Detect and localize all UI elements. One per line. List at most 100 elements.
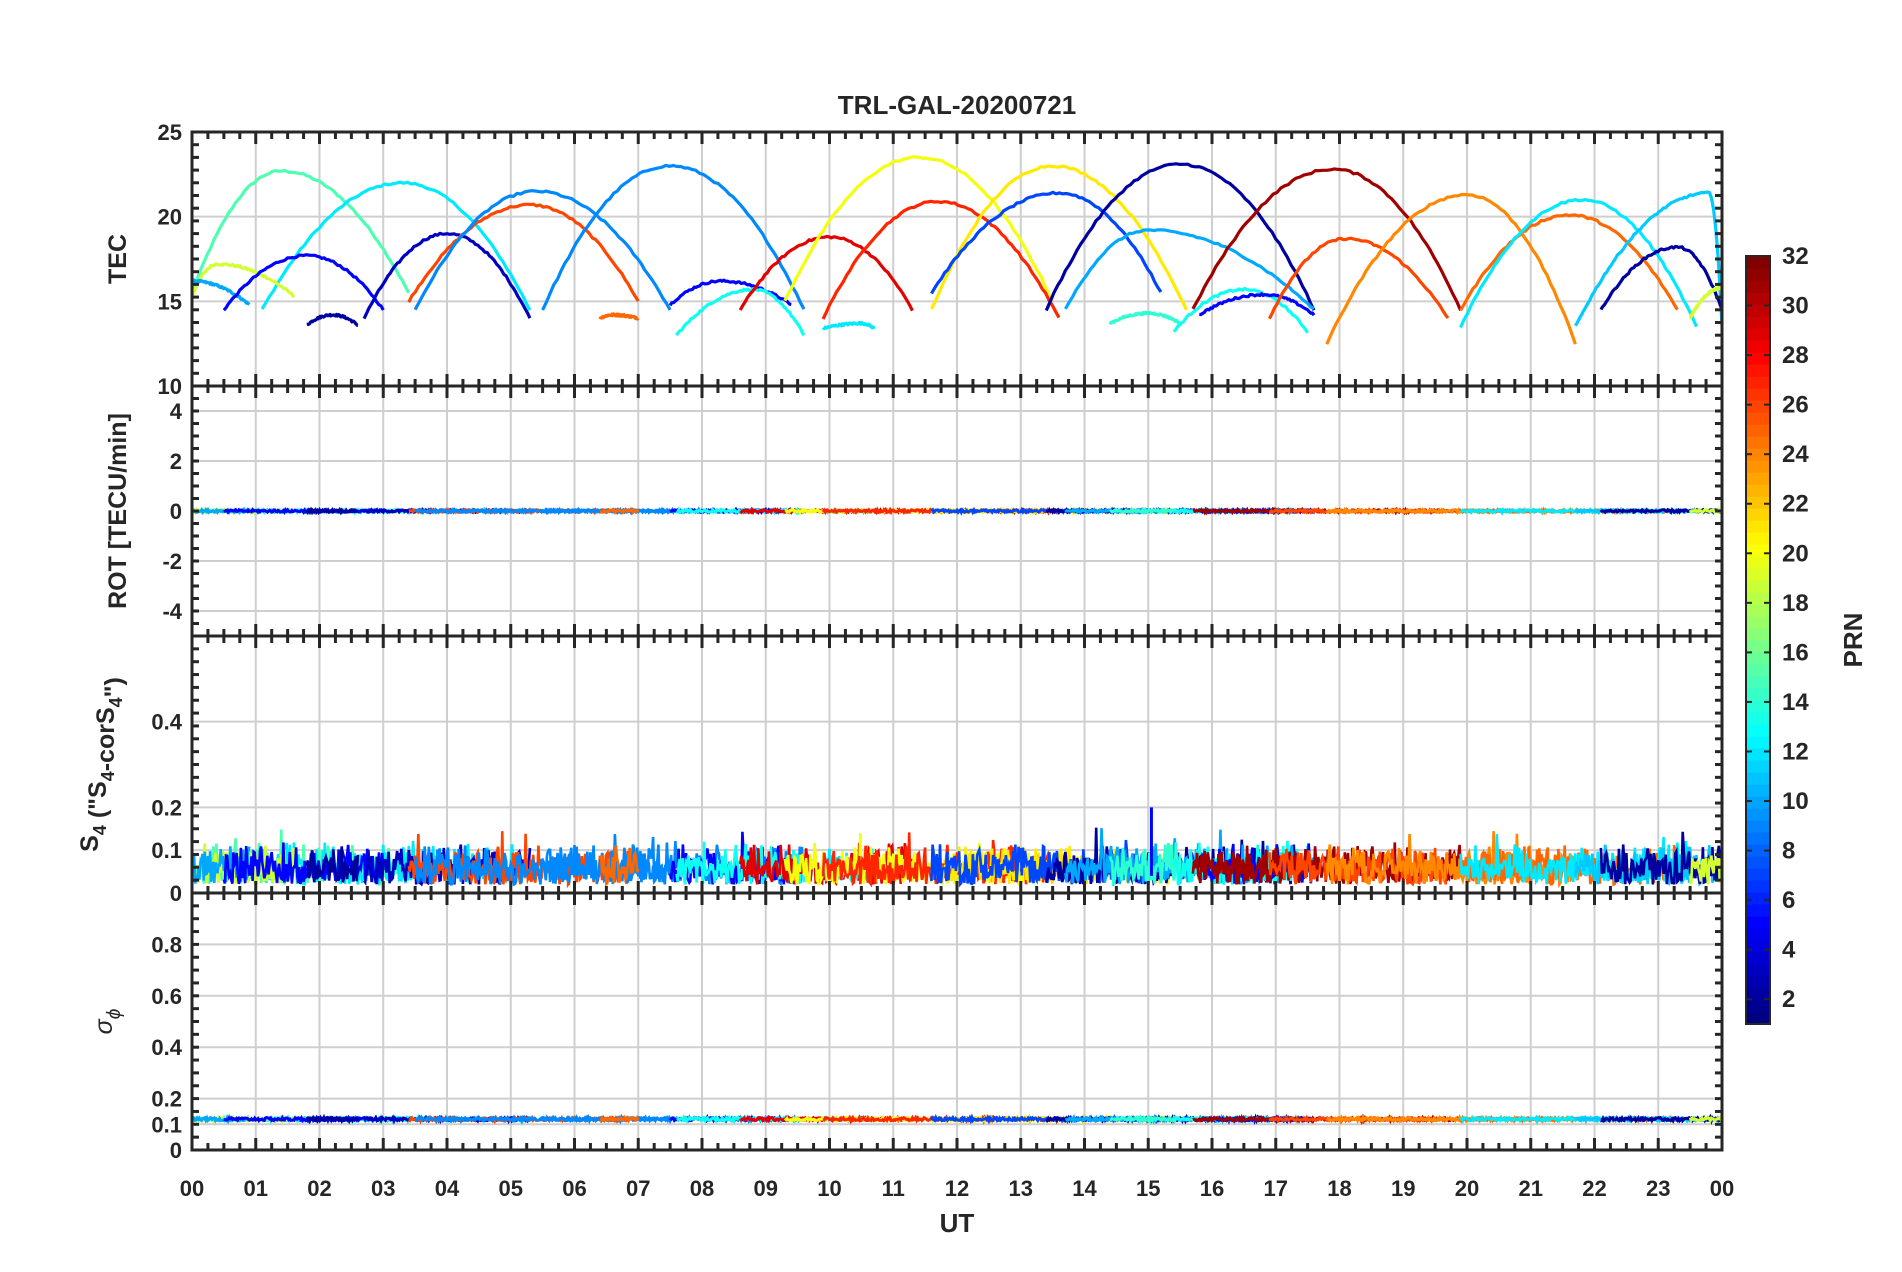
colorbar-band <box>1746 724 1770 737</box>
colorbar-band <box>1746 616 1770 629</box>
tec-y-axis-label: TEC <box>104 234 132 284</box>
colorbar-band <box>1746 268 1770 281</box>
tec-arc-prn-31 <box>1191 167 1463 312</box>
colorbar-band <box>1746 352 1770 365</box>
colorbar-band <box>1746 376 1770 389</box>
y-tick-label: 20 <box>158 205 182 230</box>
x-tick-label: 23 <box>1646 1176 1670 1201</box>
y-tick-label: 0.2 <box>151 795 182 820</box>
colorbar-tick-label: 10 <box>1782 788 1809 815</box>
colorbar-band <box>1746 844 1770 857</box>
tec-panel: 10 15 20 25 TEC <box>104 120 1724 399</box>
colorbar-tick-label: 16 <box>1782 639 1809 666</box>
tec-arc-prn-25 <box>598 312 640 321</box>
sigma-phi-y-axis-label: σϕ <box>90 1009 125 1035</box>
colorbar-band <box>1746 988 1770 1001</box>
colorbar-band <box>1746 748 1770 761</box>
colorbar-band <box>1746 340 1770 353</box>
sigma-phi-series-prn-25 <box>599 1114 640 1124</box>
x-tick-label: 04 <box>435 1176 460 1201</box>
colorbar-band <box>1746 796 1770 809</box>
y-tick-label: 0.4 <box>151 1035 182 1060</box>
colorbar-tick-label: 20 <box>1782 540 1809 567</box>
colorbar-band <box>1746 568 1770 581</box>
sigma-phi-series-prn-19 <box>1688 1115 1722 1125</box>
y-tick-label: 25 <box>158 120 182 145</box>
tec-arc-prn-9 <box>413 189 672 311</box>
colorbar-band <box>1746 892 1770 905</box>
s4-series-prn-13 <box>1172 840 1309 886</box>
y-tick-label: 2 <box>170 449 182 474</box>
colorbar-band <box>1746 448 1770 461</box>
colorbar-band <box>1746 736 1770 749</box>
colorbar-tick-label: 18 <box>1782 590 1809 617</box>
tec-arc-prn-29 <box>738 235 914 312</box>
colorbar-band <box>1746 640 1770 653</box>
y-tick-label: 0 <box>170 881 182 906</box>
y-tick-label: -2 <box>162 549 182 574</box>
x-axis: 00 01 02 03 04 05 06 07 08 09 10 11 12 13 14 15 16 17 18 19… <box>180 1176 1734 1201</box>
tec-arc-prn-3 <box>362 231 532 320</box>
colorbar-band <box>1746 760 1770 773</box>
colorbar-band <box>1746 976 1770 989</box>
colorbar-band <box>1746 580 1770 593</box>
x-tick-label: 02 <box>307 1176 331 1201</box>
colorbar-band <box>1746 832 1770 845</box>
tec-arc-prn-15 <box>192 168 411 294</box>
colorbar-tick-label: 30 <box>1782 293 1809 320</box>
x-tick-label: 01 <box>244 1176 268 1201</box>
colorbar-band <box>1746 664 1770 677</box>
y-tick-label: 0 <box>170 499 182 524</box>
colorbar-band <box>1746 328 1770 341</box>
colorbar-band <box>1746 556 1770 569</box>
tec-arc-prn-25 <box>1459 213 1679 312</box>
y-tick-label: -4 <box>162 599 182 624</box>
rot-series-prn-2 <box>305 506 359 516</box>
tec-arc-prn-19 <box>1688 285 1722 321</box>
tec-arc-prn-9 <box>541 163 806 311</box>
colorbar-tick-label: 24 <box>1782 441 1809 468</box>
x-tick-label: 00 <box>1710 1176 1734 1201</box>
s4-series-prn-2 <box>305 846 360 884</box>
s4-series-prn-26 <box>1268 846 1450 887</box>
tec-arc-prn-5 <box>1199 292 1316 317</box>
tec-arc-prn-12 <box>260 180 532 311</box>
colorbar-tick-label: 14 <box>1782 689 1809 716</box>
colorbar-label: PRN <box>1838 613 1868 668</box>
tec-arc-prn-14 <box>1108 310 1182 326</box>
sigma-phi-series-prn-2 <box>305 1113 360 1125</box>
s4-series-prn-25 <box>598 845 640 887</box>
x-tick-label: 12 <box>945 1176 969 1201</box>
x-tick-label: 09 <box>754 1176 778 1201</box>
sigma-phi-series-prn-14 <box>1109 1114 1181 1125</box>
colorbar-band <box>1746 388 1770 401</box>
colorbar-band <box>1746 496 1770 509</box>
colorbar-band <box>1746 412 1770 425</box>
colorbar-band <box>1746 628 1770 641</box>
colorbar-band <box>1746 700 1770 713</box>
colorbar-band <box>1746 808 1770 821</box>
colorbar-band <box>1746 904 1770 917</box>
x-tick-label: 06 <box>562 1176 586 1201</box>
tec-arc-prn-13 <box>675 287 806 337</box>
colorbar-band <box>1746 544 1770 557</box>
colorbar-band <box>1746 520 1770 533</box>
colorbar-tick-label: 8 <box>1782 838 1795 865</box>
rot-y-axis-label: ROT [TECU/min] <box>104 413 132 609</box>
tec-arc-prn-24 <box>1325 192 1577 345</box>
y-tick-label: 15 <box>158 289 182 314</box>
colorbar-band <box>1746 592 1770 605</box>
tec-arc-prn-2 <box>305 312 359 327</box>
rot-series-prn-5 <box>222 507 384 516</box>
y-tick-label: 0.1 <box>151 1112 182 1137</box>
colorbar-band <box>1746 712 1770 725</box>
colorbar-tick-label: 22 <box>1782 491 1809 518</box>
colorbar-tick-label: 6 <box>1782 887 1795 914</box>
colorbar-band <box>1746 508 1770 521</box>
colorbar-band <box>1746 940 1770 953</box>
y-tick-label: 10 <box>158 374 182 399</box>
colorbar-band <box>1746 460 1770 473</box>
colorbar-band <box>1746 868 1770 881</box>
colorbar-band <box>1746 856 1770 869</box>
